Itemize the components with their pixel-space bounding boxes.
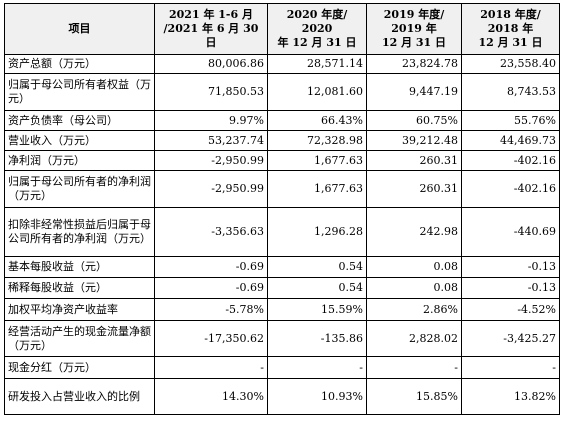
cell-value: -17,350.62 bbox=[154, 320, 268, 357]
cell-value: -2,950.99 bbox=[154, 170, 268, 208]
cell-value: -0.13 bbox=[461, 256, 560, 278]
cell-value: 0.54 bbox=[267, 256, 367, 278]
header-2021h1: 2021 年 1-6 月/2021 年 6 月 30 日 bbox=[154, 3, 268, 55]
row-label: 扣除非经常性损益后归属于母公司所有者的净利润（万元） bbox=[4, 207, 155, 257]
cell-value: 260.31 bbox=[366, 150, 462, 171]
row-label: 归属于母公司所有者权益（万元） bbox=[4, 73, 155, 111]
cell-value: - bbox=[461, 356, 560, 379]
cell-value: 15.85% bbox=[366, 378, 462, 415]
cell-value: 28,571.14 bbox=[267, 54, 367, 74]
cell-value: -5.78% bbox=[154, 298, 268, 321]
cell-value: 53,237.74 bbox=[154, 130, 268, 151]
header-2020: 2020 年度/2020 年 12 月 31 日 bbox=[267, 3, 367, 55]
cell-value: -3,356.63 bbox=[154, 207, 268, 257]
row-label: 归属于母公司所有者的净利润（万元） bbox=[4, 170, 155, 208]
header-2018: 2018 年度/2018 年 12 月 31 日 bbox=[461, 3, 560, 55]
cell-value: 10.93% bbox=[267, 378, 367, 415]
cell-value: -3,425.27 bbox=[461, 320, 560, 357]
cell-value: -4.52% bbox=[461, 298, 560, 321]
table-row: 资产总额（万元） 80,006.86 28,571.14 23,824.78 2… bbox=[4, 54, 560, 74]
table-row: 基本每股收益（元） -0.69 0.54 0.08 -0.13 bbox=[4, 256, 560, 278]
cell-value: 2.86% bbox=[366, 298, 462, 321]
cell-value: 60.75% bbox=[366, 110, 462, 131]
header-item: 项目 bbox=[4, 3, 155, 55]
table-row: 稀释每股收益（元） -0.69 0.54 0.08 -0.13 bbox=[4, 277, 560, 299]
cell-value: 1,677.63 bbox=[267, 170, 367, 208]
cell-value: 0.08 bbox=[366, 256, 462, 278]
row-label: 研发投入占营业收入的比例 bbox=[4, 378, 155, 415]
table-row: 归属于母公司所有者的净利润（万元） -2,950.99 1,677.63 260… bbox=[4, 170, 560, 208]
cell-value: 14.30% bbox=[154, 378, 268, 415]
cell-value: 242.98 bbox=[366, 207, 462, 257]
financial-summary-table: 项目 2021 年 1-6 月/2021 年 6 月 30 日 2020 年度/… bbox=[4, 3, 560, 415]
cell-value: 0.54 bbox=[267, 277, 367, 299]
table-row: 现金分红（万元） - - - - bbox=[4, 356, 560, 379]
cell-value: 1,677.63 bbox=[267, 150, 367, 171]
cell-value: 23,824.78 bbox=[366, 54, 462, 74]
table-row: 经营活动产生的现金流量净额（万元） -17,350.62 -135.86 2,8… bbox=[4, 320, 560, 357]
cell-value: 39,212.48 bbox=[366, 130, 462, 151]
cell-value: 0.08 bbox=[366, 277, 462, 299]
cell-value: 9,447.19 bbox=[366, 73, 462, 111]
row-label: 加权平均净资产收益率 bbox=[4, 298, 155, 321]
cell-value: -2,950.99 bbox=[154, 150, 268, 171]
table-row: 归属于母公司所有者权益（万元） 71,850.53 12,081.60 9,44… bbox=[4, 73, 560, 111]
row-label: 营业收入（万元） bbox=[4, 130, 155, 151]
cell-value: 66.43% bbox=[267, 110, 367, 131]
cell-value: - bbox=[267, 356, 367, 379]
cell-value: 55.76% bbox=[461, 110, 560, 131]
row-label: 稀释每股收益（元） bbox=[4, 277, 155, 299]
table-row: 扣除非经常性损益后归属于母公司所有者的净利润（万元） -3,356.63 1,2… bbox=[4, 207, 560, 257]
cell-value: 9.97% bbox=[154, 110, 268, 131]
cell-value: 2,828.02 bbox=[366, 320, 462, 357]
cell-value: -0.13 bbox=[461, 277, 560, 299]
header-2019: 2019 年度/2019 年 12 月 31 日 bbox=[366, 3, 462, 55]
cell-value: 13.82% bbox=[461, 378, 560, 415]
table-row: 加权平均净资产收益率 -5.78% 15.59% 2.86% -4.52% bbox=[4, 298, 560, 321]
cell-value: 44,469.73 bbox=[461, 130, 560, 151]
cell-value: -440.69 bbox=[461, 207, 560, 257]
financial-table-container: 项目 2021 年 1-6 月/2021 年 6 月 30 日 2020 年度/… bbox=[4, 3, 560, 415]
row-label: 经营活动产生的现金流量净额（万元） bbox=[4, 320, 155, 357]
cell-value: - bbox=[366, 356, 462, 379]
table-header-row: 项目 2021 年 1-6 月/2021 年 6 月 30 日 2020 年度/… bbox=[4, 3, 560, 55]
row-label: 资产总额（万元） bbox=[4, 54, 155, 74]
table-row: 营业收入（万元） 53,237.74 72,328.98 39,212.48 4… bbox=[4, 130, 560, 151]
cell-value: 72,328.98 bbox=[267, 130, 367, 151]
cell-value: -402.16 bbox=[461, 150, 560, 171]
cell-value: - bbox=[154, 356, 268, 379]
cell-value: -135.86 bbox=[267, 320, 367, 357]
cell-value: 260.31 bbox=[366, 170, 462, 208]
row-label: 现金分红（万元） bbox=[4, 356, 155, 379]
table-row: 资产负债率（母公司） 9.97% 66.43% 60.75% 55.76% bbox=[4, 110, 560, 131]
cell-value: 8,743.53 bbox=[461, 73, 560, 111]
cell-value: 71,850.53 bbox=[154, 73, 268, 111]
row-label: 资产负债率（母公司） bbox=[4, 110, 155, 131]
cell-value: -0.69 bbox=[154, 256, 268, 278]
table-row: 净利润（万元） -2,950.99 1,677.63 260.31 -402.1… bbox=[4, 150, 560, 171]
cell-value: -0.69 bbox=[154, 277, 268, 299]
cell-value: 1,296.28 bbox=[267, 207, 367, 257]
row-label: 基本每股收益（元） bbox=[4, 256, 155, 278]
table-row: 研发投入占营业收入的比例 14.30% 10.93% 15.85% 13.82% bbox=[4, 378, 560, 415]
row-label: 净利润（万元） bbox=[4, 150, 155, 171]
cell-value: 80,006.86 bbox=[154, 54, 268, 74]
cell-value: 23,558.40 bbox=[461, 54, 560, 74]
cell-value: 12,081.60 bbox=[267, 73, 367, 111]
cell-value: -402.16 bbox=[461, 170, 560, 208]
cell-value: 15.59% bbox=[267, 298, 367, 321]
